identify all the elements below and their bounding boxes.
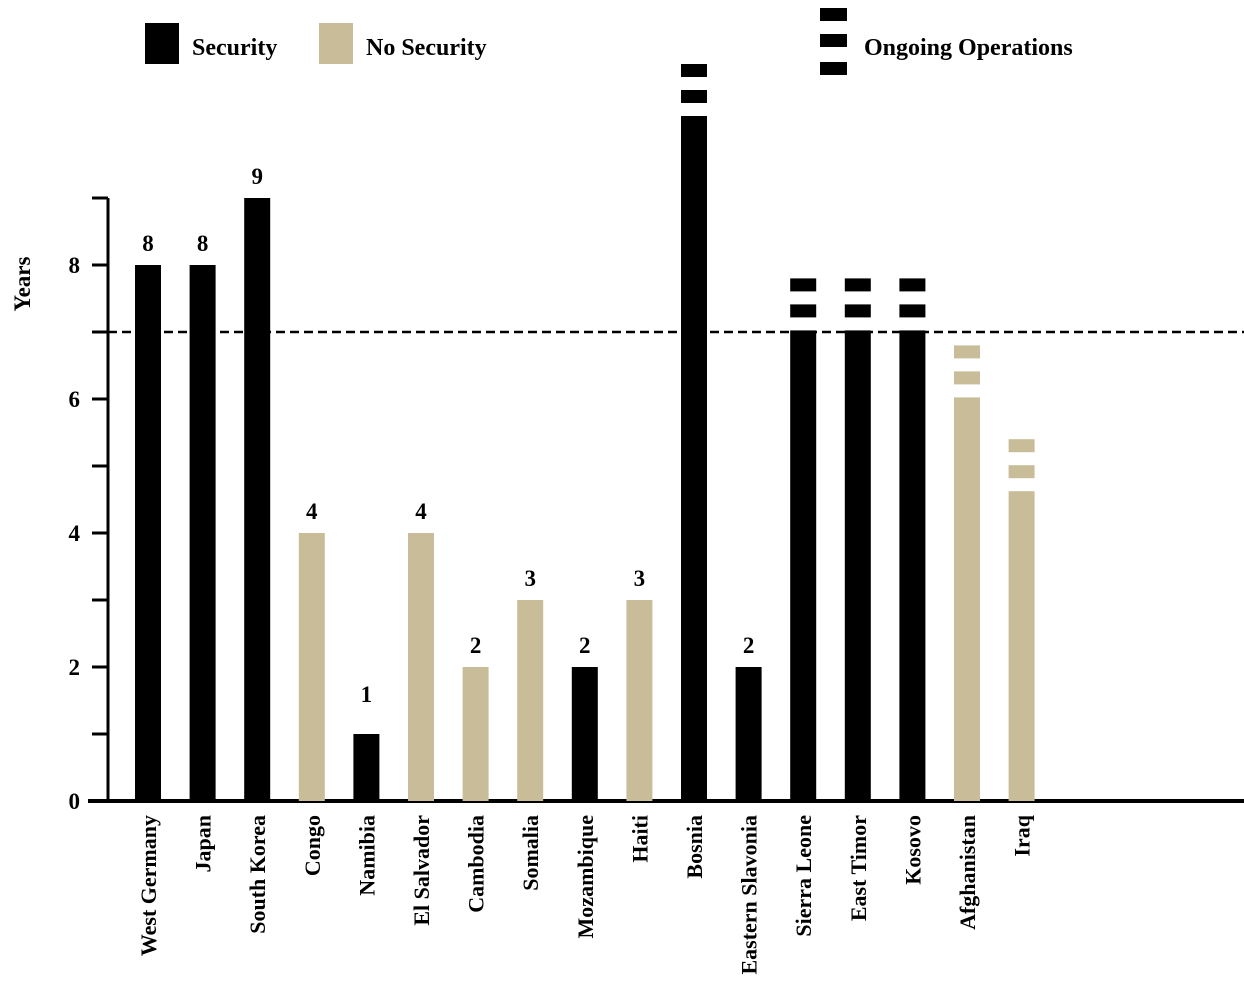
bar-kosovo bbox=[899, 330, 926, 801]
axes: 0 2 4 6 8 Years bbox=[10, 196, 1244, 814]
bar-east-timor bbox=[844, 330, 871, 801]
bar-iraq-ongoing-dash bbox=[1008, 465, 1035, 479]
bar-namibia bbox=[353, 734, 380, 801]
value-label-el-salvador: 4 bbox=[415, 499, 427, 524]
category-label-sierra-leone: Sierra Leone bbox=[791, 815, 816, 937]
y-tick-label: 6 bbox=[69, 387, 81, 412]
value-label-congo: 4 bbox=[306, 499, 318, 524]
category-label-iraq: Iraq bbox=[1010, 814, 1035, 856]
bar-east-timor-ongoing-dash bbox=[844, 278, 871, 292]
labels: 8 West Germany 8 Japan 9 South Korea 4 Congo 1 Na… bbox=[136, 164, 1035, 975]
value-label-haiti: 3 bbox=[634, 566, 646, 591]
category-label-haiti: Haiti bbox=[627, 815, 652, 863]
bar-eastern-slavonia bbox=[735, 667, 762, 801]
bars bbox=[135, 64, 1035, 801]
category-label-cambodia: Cambodia bbox=[464, 815, 489, 913]
bar-sierra-leone-ongoing-dash bbox=[790, 278, 817, 292]
y-tick-label: 4 bbox=[69, 521, 81, 546]
y-tick-label: 0 bbox=[69, 789, 81, 814]
value-label-mozambique: 2 bbox=[579, 633, 591, 658]
legend-swatch-ongoing bbox=[820, 8, 847, 21]
y-tick-label: 2 bbox=[69, 655, 81, 680]
bar-kosovo-ongoing-dash bbox=[899, 304, 926, 318]
bar-afghanistan bbox=[954, 397, 980, 801]
y-axis-label: Years bbox=[10, 256, 35, 311]
category-label-mozambique: Mozambique bbox=[573, 815, 598, 939]
legend-label-nosecurity: No Security bbox=[366, 35, 487, 61]
value-label-eastern-slavonia: 2 bbox=[743, 633, 755, 658]
bar-south-korea bbox=[244, 198, 271, 801]
bar-east-timor-ongoing-dash bbox=[844, 304, 871, 318]
legend-label-security: Security bbox=[192, 35, 277, 61]
bar-congo bbox=[298, 533, 325, 801]
bar-kosovo-ongoing-dash bbox=[899, 278, 926, 292]
value-label-south-korea: 9 bbox=[251, 164, 263, 189]
value-label-cambodia: 2 bbox=[470, 633, 482, 658]
category-label-afghanistan: Afghanistan bbox=[955, 815, 980, 930]
legend: Security No Security Ongoing Operations bbox=[145, 8, 1073, 75]
bar-japan bbox=[189, 265, 216, 801]
bar-bosnia-ongoing-dash bbox=[681, 90, 707, 103]
bar-mozambique bbox=[571, 667, 598, 801]
bar-sierra-leone-ongoing-dash bbox=[790, 304, 817, 318]
value-label-somalia: 3 bbox=[524, 566, 536, 591]
category-label-el-salvador: El Salvador bbox=[409, 815, 434, 926]
bar-afghanistan-ongoing-dash bbox=[954, 345, 980, 359]
bar-somalia bbox=[517, 600, 544, 801]
value-label-japan: 8 bbox=[197, 231, 209, 256]
bar-el-salvador bbox=[408, 533, 434, 801]
value-label-namibia: 1 bbox=[361, 682, 373, 707]
category-label-namibia: Namibia bbox=[354, 815, 379, 896]
bar-bosnia-ongoing-dash bbox=[681, 64, 707, 77]
category-label-kosovo: Kosovo bbox=[900, 815, 925, 885]
category-label-bosnia: Bosnia bbox=[682, 815, 707, 879]
category-label-japan: Japan bbox=[191, 815, 216, 872]
y-tick-label: 8 bbox=[69, 253, 81, 278]
bar-bosnia bbox=[681, 116, 707, 801]
category-label-east-timor: East Timor bbox=[846, 815, 871, 921]
bar-haiti bbox=[626, 600, 653, 801]
legend-swatch-ongoing bbox=[820, 34, 847, 47]
bar-afghanistan-ongoing-dash bbox=[954, 371, 980, 385]
value-label-west-germany: 8 bbox=[142, 231, 154, 256]
legend-swatch-nosecurity bbox=[319, 23, 353, 64]
category-label-south-korea: South Korea bbox=[245, 815, 270, 934]
bar-iraq-ongoing-dash bbox=[1008, 439, 1035, 453]
bar-cambodia bbox=[462, 667, 489, 801]
category-label-west-germany: West Germany bbox=[136, 815, 161, 956]
bar-west-germany bbox=[135, 265, 161, 801]
category-label-eastern-slavonia: Eastern Slavonia bbox=[737, 815, 762, 975]
bar-iraq bbox=[1008, 491, 1035, 801]
bar-sierra-leone bbox=[790, 330, 817, 801]
legend-swatch-ongoing bbox=[820, 62, 847, 75]
legend-swatch-security bbox=[145, 23, 179, 64]
category-label-congo: Congo bbox=[300, 815, 325, 876]
category-label-somalia: Somalia bbox=[518, 815, 543, 891]
legend-label-ongoing: Ongoing Operations bbox=[864, 35, 1073, 61]
